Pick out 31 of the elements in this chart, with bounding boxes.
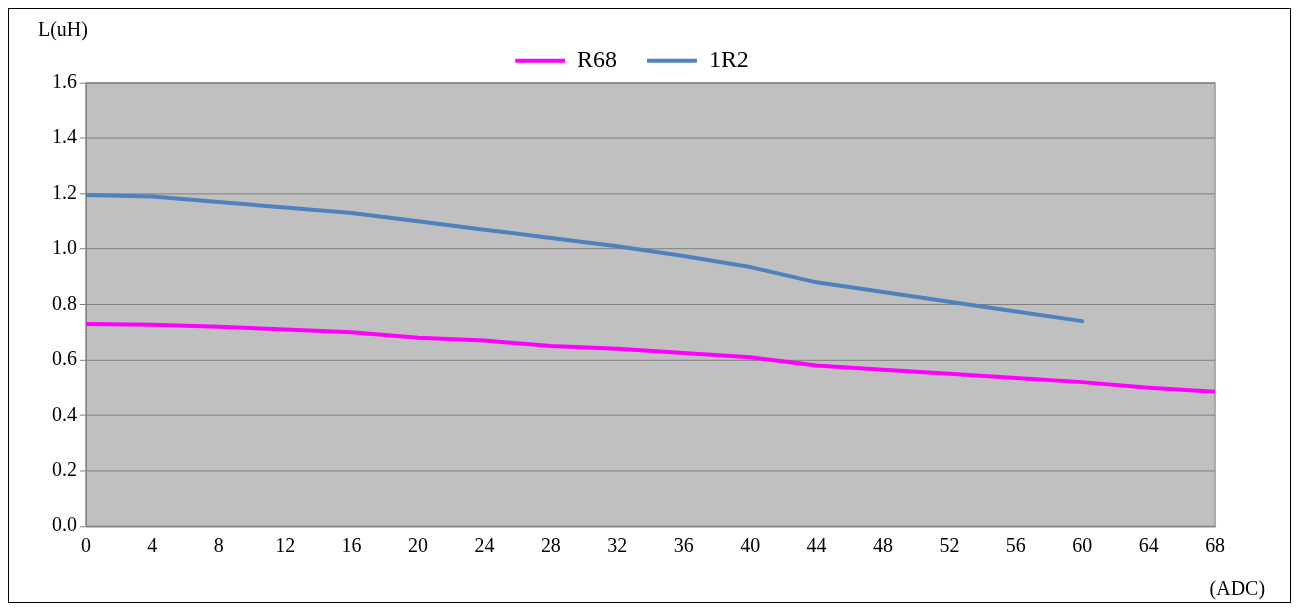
x-axis-title: (ADC) <box>1209 577 1266 601</box>
y-tick-label: 1.6 <box>51 70 77 92</box>
x-tick-label: 16 <box>341 534 362 557</box>
y-axis-title: L(uH) <box>37 18 88 42</box>
x-tick-label: 36 <box>673 534 694 557</box>
y-tick-label: 1.0 <box>51 236 77 259</box>
x-tick-label: 48 <box>873 534 893 557</box>
x-tick-label: 40 <box>740 534 761 557</box>
y-tick-label: 0.6 <box>51 347 77 370</box>
x-tick-label: 64 <box>1138 534 1159 557</box>
x-tick-label: 24 <box>474 534 495 557</box>
legend-label: R68 <box>577 46 618 73</box>
x-tick-label: 52 <box>939 534 960 557</box>
legend-label: 1R2 <box>708 46 749 73</box>
y-tick-label: 0.4 <box>51 402 77 425</box>
x-tick-label: 44 <box>806 534 827 557</box>
y-tick-label: 0.8 <box>51 291 77 314</box>
x-tick-label: 0 <box>80 534 91 557</box>
x-tick-label: 56 <box>1005 534 1026 557</box>
x-tick-label: 28 <box>540 534 561 557</box>
y-tick-label: 1.2 <box>51 180 77 203</box>
x-tick-label: 4 <box>147 534 158 557</box>
x-tick-label: 68 <box>1205 534 1226 557</box>
x-tick-label: 8 <box>213 534 224 557</box>
x-tick-label: 60 <box>1072 534 1093 557</box>
x-tick-label: 20 <box>408 534 429 557</box>
y-tick-label: 0.0 <box>51 513 77 536</box>
y-tick-label: 1.4 <box>51 125 77 148</box>
x-tick-label: 32 <box>607 534 628 557</box>
x-tick-label: 12 <box>275 534 296 557</box>
y-tick-label: 0.2 <box>51 458 77 481</box>
